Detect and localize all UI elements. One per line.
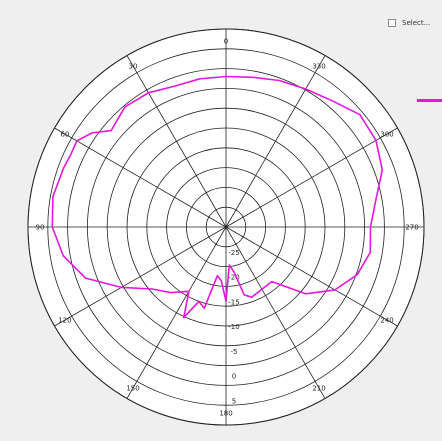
angle-tick-label: 180 — [219, 410, 232, 418]
radial-spoke — [225, 55, 326, 228]
radial-tick-label: -25 — [228, 249, 239, 257]
angle-tick-label: 300 — [380, 131, 393, 139]
select-checkbox[interactable] — [388, 19, 396, 27]
radial-spoke — [225, 226, 398, 327]
select-control[interactable]: Select... — [388, 16, 430, 30]
radial-spoke — [126, 55, 227, 228]
legend-series-swatch — [417, 99, 442, 102]
series-line — [51, 75, 384, 319]
angle-tick-label: 60 — [60, 131, 69, 139]
angle-tick-label: 330 — [312, 62, 325, 70]
angle-tick-label: 0 — [224, 38, 228, 46]
radial-tick-label: -15 — [228, 298, 239, 306]
angle-tick-label: 270 — [405, 224, 418, 232]
radial-spoke — [54, 226, 227, 327]
angle-tick-label: 30 — [129, 62, 138, 70]
select-label: Select... — [402, 19, 431, 27]
radial-tick-label: -5 — [231, 348, 238, 356]
angle-tick-label: 90 — [36, 224, 45, 232]
radial-spoke — [225, 226, 326, 399]
radial-tick-label: -20 — [228, 274, 239, 282]
radial-spoke — [54, 127, 227, 228]
angle-tick-label: 240 — [380, 317, 393, 325]
radial-tick-label: 5 — [232, 397, 236, 405]
radial-tick-label: 0 — [232, 373, 236, 381]
radial-spoke — [126, 226, 227, 399]
radial-spoke — [225, 127, 398, 228]
angle-tick-label: 120 — [58, 317, 71, 325]
radial-tick-label: -10 — [228, 323, 239, 331]
angle-tick-label: 210 — [312, 385, 325, 393]
angle-tick-label: 150 — [126, 385, 139, 393]
